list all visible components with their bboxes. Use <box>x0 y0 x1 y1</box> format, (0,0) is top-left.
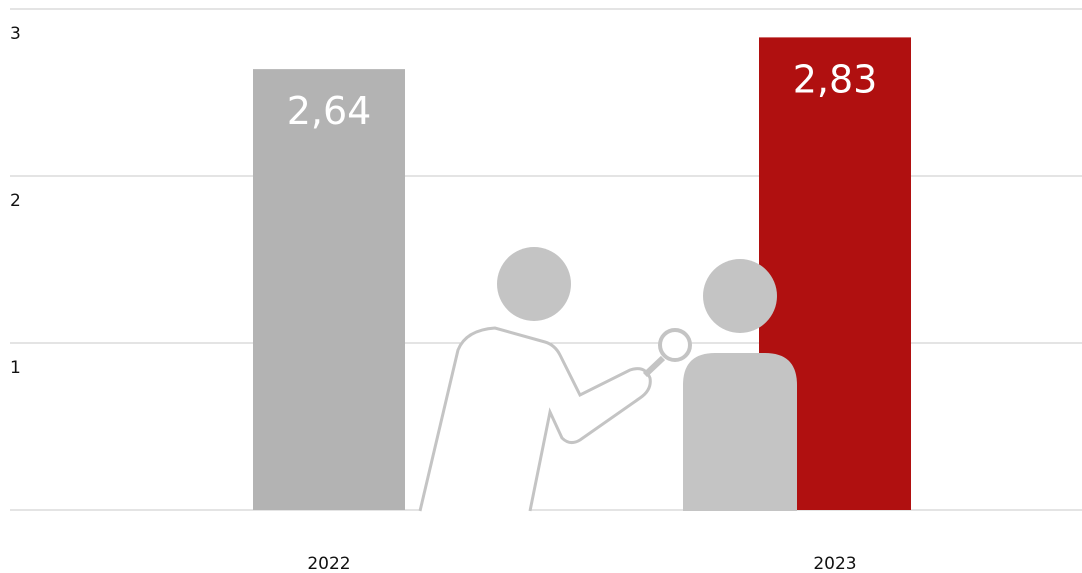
magnifier-handle <box>642 355 666 378</box>
value-label: 2,83 <box>793 57 878 101</box>
bar <box>253 69 405 511</box>
y-tick-label: 2 <box>10 191 21 211</box>
bars <box>253 37 911 511</box>
magnifier-lens <box>658 328 692 362</box>
person-body <box>418 326 652 512</box>
labels: 1 2 3 2022 2,64 2023 2,83 <box>10 24 877 573</box>
y-tick-label: 1 <box>10 358 21 378</box>
x-tick-label: 2022 <box>307 554 350 573</box>
x-tick-label: 2023 <box>813 554 856 573</box>
y-tick-label: 3 <box>10 24 21 44</box>
person-head <box>497 247 571 321</box>
value-label: 2,64 <box>287 89 372 133</box>
child-head <box>703 259 777 333</box>
illustration <box>418 247 797 512</box>
child-body <box>683 353 797 511</box>
